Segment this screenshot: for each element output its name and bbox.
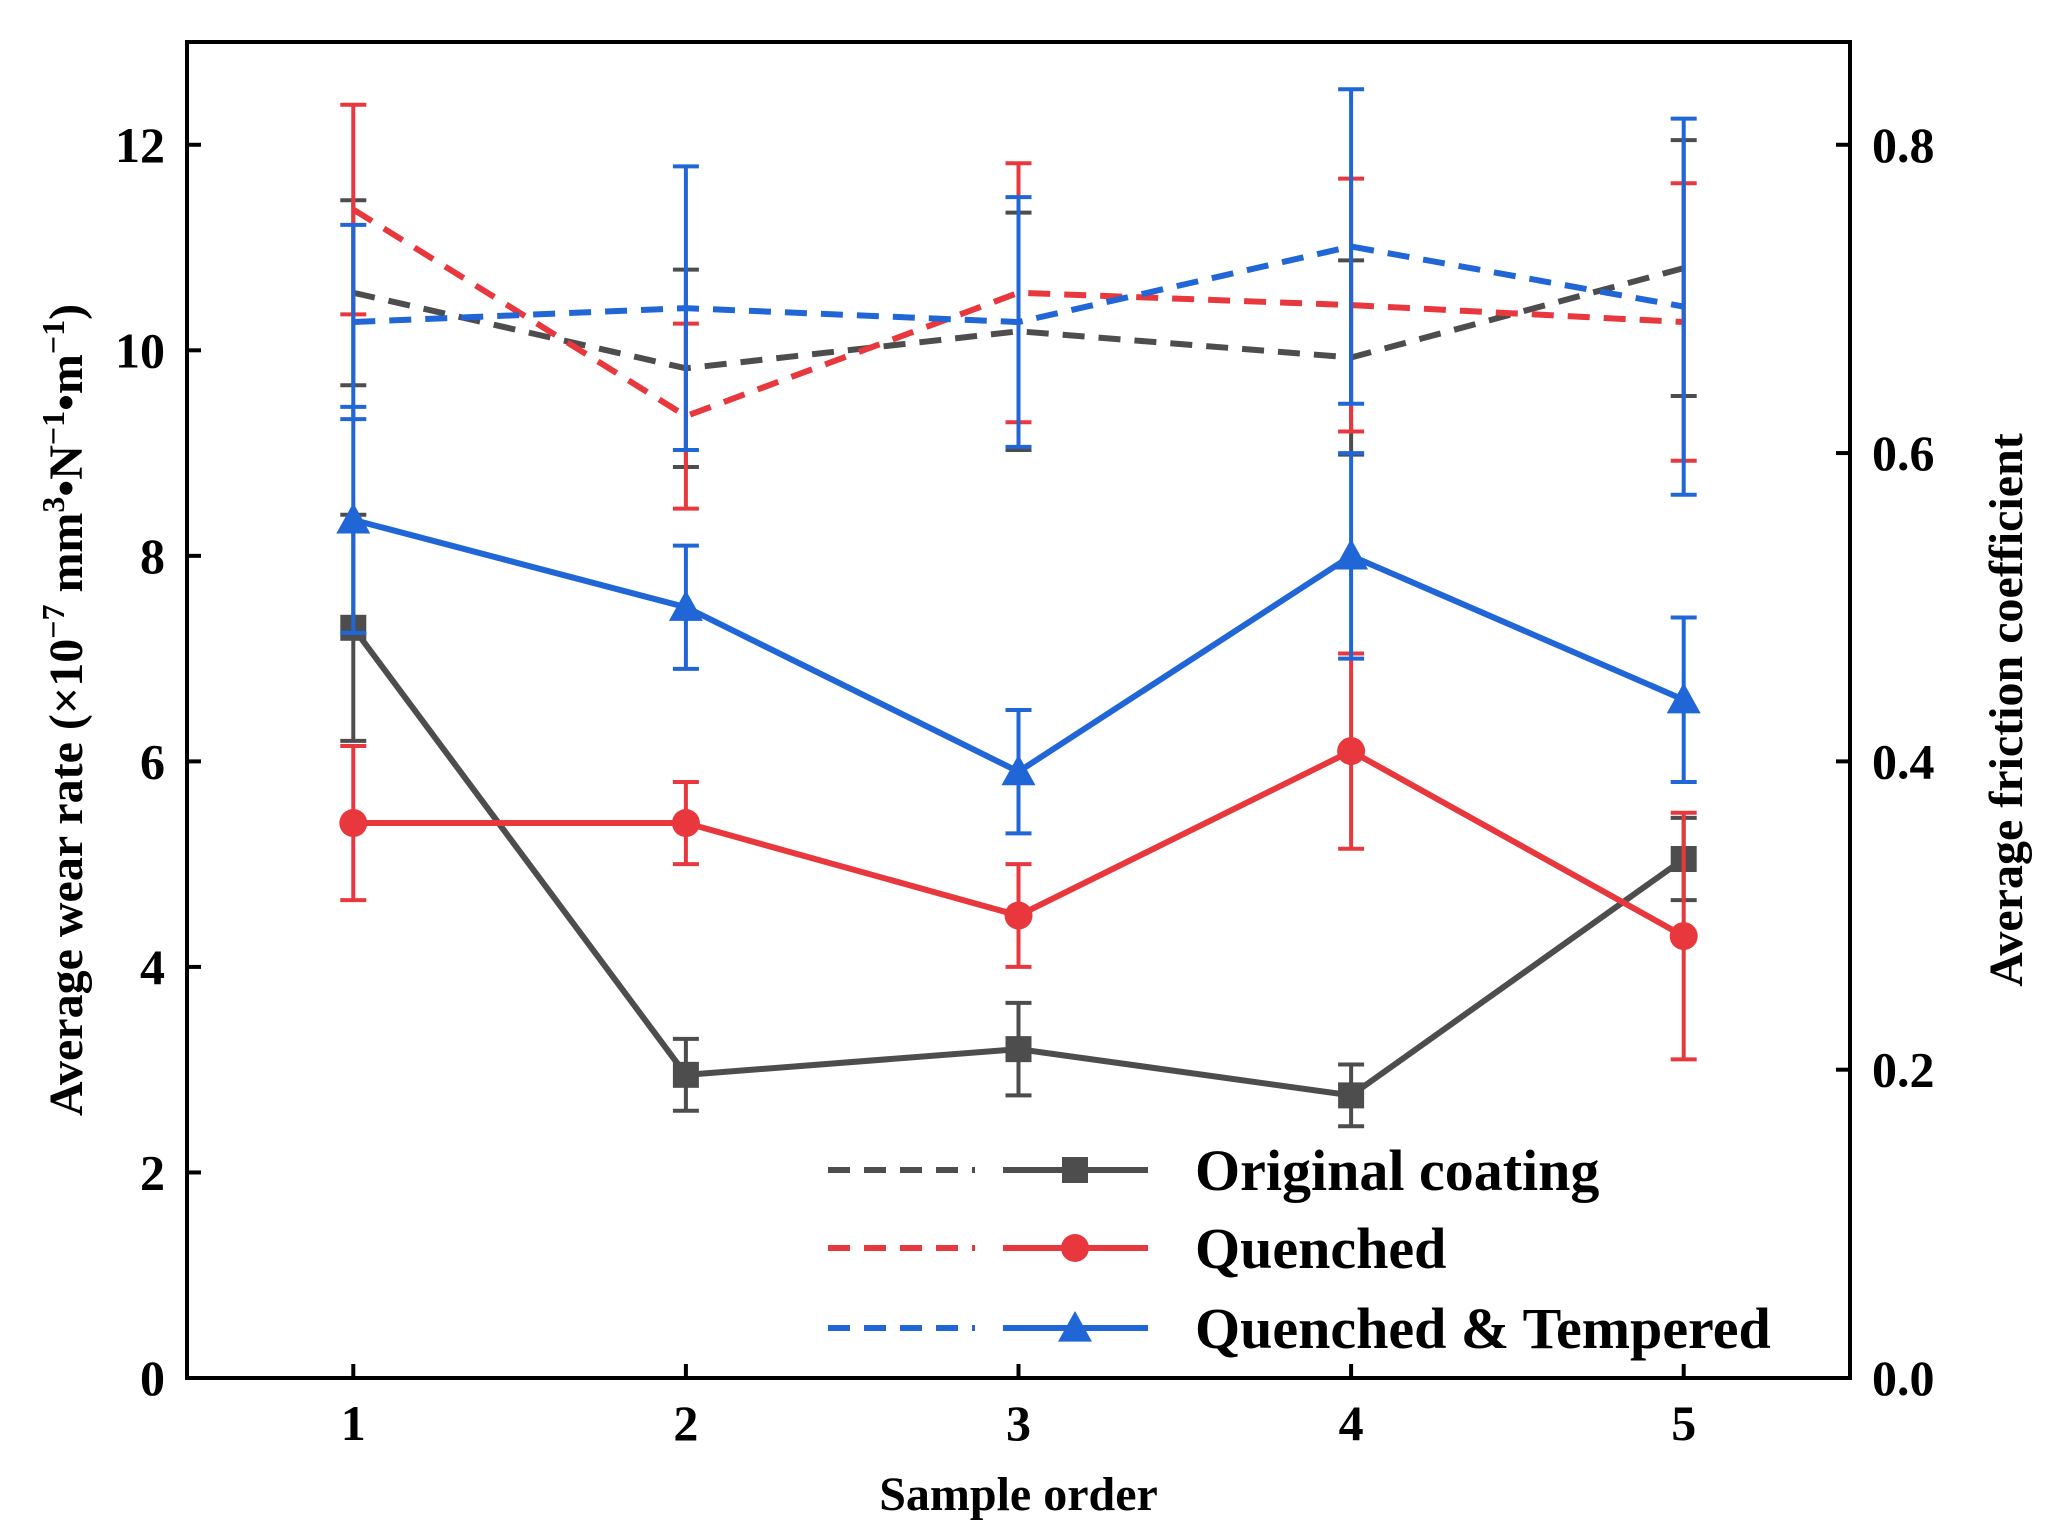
y-left-title-part-6: •m: [40, 354, 93, 411]
legend-marker-quenched-tempered: [1058, 1311, 1092, 1342]
friction-errbar-quenched-tempered-3: [1005, 195, 1032, 449]
friction-line-quenched: [351, 206, 1684, 420]
legend-label-original: Original coating: [1195, 1138, 1599, 1203]
legend-label-quenched-tempered: Quenched & Tempered: [1195, 1296, 1771, 1361]
y-left-title-part-0: Average wear rate (×10: [40, 639, 93, 1116]
legend-marker-quenched: [1061, 1234, 1089, 1262]
x-tick-label-3: 3: [1006, 1395, 1031, 1451]
y-left-tick-label-10: 10: [115, 322, 165, 378]
y-left-title-part-3: 3: [35, 497, 71, 513]
y-right-tick-label-0.6: 0.6: [1872, 425, 1935, 481]
legend: Original coating Quenched Quenched & Tempe…: [828, 1138, 1771, 1361]
wear-point-quenched-tempered-3: [1001, 754, 1036, 786]
y-left-tick-label-2: 2: [140, 1144, 165, 1200]
y-left-title-part-4: •N: [40, 445, 93, 497]
legend-item-quenched-tempered: Quenched & Tempered: [828, 1296, 1771, 1361]
y-right-axis-title: Average friction coefficient: [1980, 433, 2033, 987]
plot-area: [336, 87, 1701, 1129]
friction-errbar-quenched-tempered-2: [672, 164, 699, 452]
friction-errbar-quenched-tempered-4: [1338, 87, 1365, 406]
friction-line-original: [352, 265, 1685, 372]
y-left-title-part-5: −1: [35, 411, 71, 445]
wear-point-quenched-3: [1004, 901, 1033, 930]
legend-label-quenched: Quenched: [1195, 1216, 1446, 1281]
y-left-title-part-2: mm: [40, 513, 93, 605]
x-tick-label-4: 4: [1339, 1395, 1364, 1451]
legend-marker-original: [1062, 1157, 1088, 1183]
wear-point-quenched-tempered-4: [1334, 538, 1369, 570]
wear-point-quenched-5: [1669, 922, 1698, 951]
y-right-tick-label-0.4: 0.4: [1872, 733, 1935, 789]
y-left-tick-label-12: 12: [115, 117, 165, 173]
wear-point-quenched-1: [339, 809, 368, 838]
y-left-title-part-7: −1: [35, 320, 71, 354]
y-left-tick-label-8: 8: [140, 528, 165, 584]
friction-errbar-quenched-tempered-5: [1670, 116, 1697, 497]
x-tick-label-2: 2: [673, 1395, 698, 1451]
wear-point-quenched-tempered-1: [336, 502, 371, 534]
y-left-tick-label-6: 6: [140, 733, 165, 789]
y-left-title-part-1: −7: [35, 605, 71, 639]
wear-point-quenched-tempered-5: [1666, 682, 1701, 714]
wear-point-original-2: [672, 1061, 699, 1088]
legend-item-quenched: Quenched: [828, 1216, 1446, 1281]
x-axis-title: Sample order: [879, 1468, 1158, 1521]
y-right-tick-label-0.8: 0.8: [1872, 117, 1935, 173]
legend-item-original: Original coating: [828, 1138, 1599, 1203]
y-right-tick-label-0.0: 0.0: [1872, 1350, 1935, 1406]
y-right-tick-label-0.2: 0.2: [1872, 1042, 1935, 1098]
y-left-tick-label-4: 4: [140, 939, 165, 995]
wear-point-quenched-tempered-2: [668, 590, 703, 621]
y-left-axis-title: Average wear rate (×10−7 mm3•N−1•m−1): [35, 304, 93, 1116]
y-left-title-part-8: ): [40, 304, 93, 320]
wear-point-original-3: [1005, 1036, 1032, 1063]
wear-point-quenched-2: [671, 809, 700, 838]
x-tick-label-5: 5: [1671, 1395, 1696, 1451]
wear-point-quenched-4: [1337, 737, 1366, 766]
x-tick-label-1: 1: [341, 1395, 366, 1451]
wear-point-original-4: [1338, 1082, 1365, 1109]
y-left-tick-label-0: 0: [140, 1350, 165, 1406]
